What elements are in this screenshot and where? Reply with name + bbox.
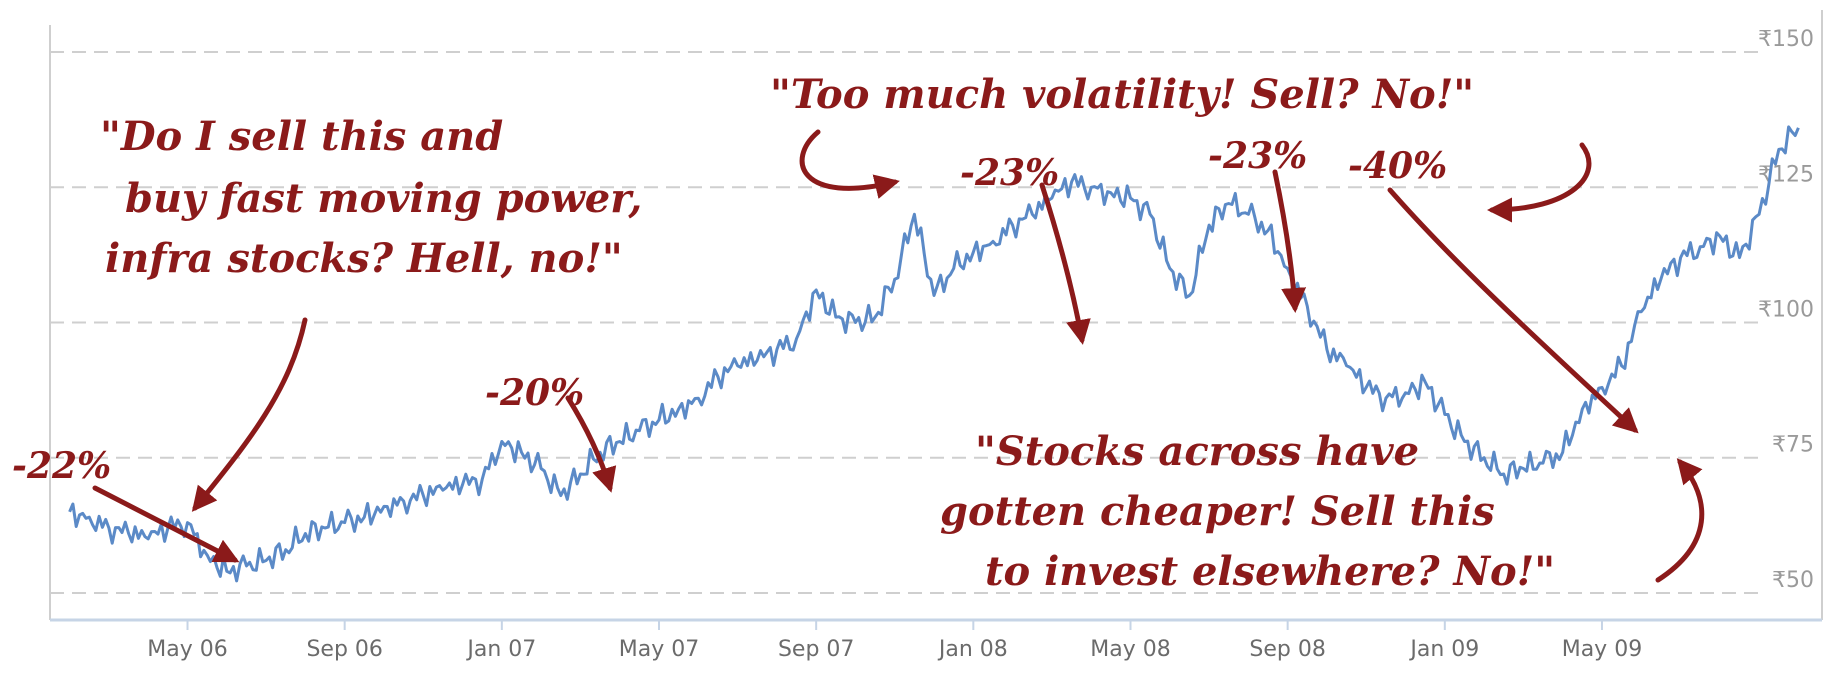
arrow-9 bbox=[1655, 458, 1705, 583]
x-tick-label: Jan 08 bbox=[937, 637, 1008, 662]
note-3-line-1: "Stocks across have bbox=[975, 428, 1419, 475]
x-tick-label: May 09 bbox=[1562, 637, 1642, 662]
x-tick-label: Sep 07 bbox=[778, 637, 854, 662]
drawdown-label-5: -40% bbox=[1348, 145, 1447, 187]
series-line bbox=[68, 125, 1800, 583]
y-tick-label: ₹50 bbox=[1772, 568, 1814, 593]
y-tick-label: ₹125 bbox=[1758, 162, 1814, 187]
arrow-3 bbox=[565, 395, 617, 493]
note-1-line-1: "Do I sell this and bbox=[100, 113, 503, 160]
arrow-7 bbox=[1387, 187, 1639, 434]
x-tick-label: Sep 06 bbox=[306, 637, 382, 662]
drawdown-label-1: -22% bbox=[12, 445, 111, 487]
note-3-line-2: gotten cheaper! Sell this bbox=[940, 488, 1495, 535]
x-tick-label: May 08 bbox=[1090, 637, 1170, 662]
x-tick-label: Jan 09 bbox=[1408, 637, 1479, 662]
note-2-line-1: "Too much volatility! Sell? No!" bbox=[770, 71, 1474, 118]
y-tick-label: ₹150 bbox=[1758, 27, 1814, 52]
note-1-line-3: infra stocks? Hell, no!" bbox=[105, 235, 623, 282]
drawdown-label-2: -20% bbox=[485, 372, 584, 414]
x-tick-labels: May 06 Sep 06 Jan 07 May 07 Sep 07 Jan 08 May … bbox=[147, 620, 1642, 662]
y-tick-labels: ₹50 ₹75 ₹100 ₹125 ₹150 bbox=[1758, 27, 1814, 593]
x-tick-label: Sep 08 bbox=[1249, 637, 1325, 662]
x-tick-label: May 07 bbox=[619, 637, 699, 662]
y-tick-label: ₹75 bbox=[1772, 433, 1814, 458]
note-1-line-2: buy fast moving power, bbox=[125, 175, 642, 222]
arrow-8 bbox=[1487, 142, 1592, 223]
x-tick-label: Jan 07 bbox=[465, 637, 536, 662]
y-tick-label: ₹100 bbox=[1758, 298, 1814, 323]
note-3-line-3: to invest elsewhere? No!" bbox=[985, 548, 1555, 595]
x-tick-label: May 06 bbox=[147, 637, 227, 662]
arrow-5 bbox=[1039, 182, 1091, 345]
arrow-2 bbox=[191, 317, 308, 512]
arrow-4 bbox=[799, 129, 900, 199]
drawdown-label-4: -23% bbox=[1208, 135, 1307, 177]
arrow-6 bbox=[1272, 169, 1307, 313]
arrow-1 bbox=[92, 485, 240, 563]
